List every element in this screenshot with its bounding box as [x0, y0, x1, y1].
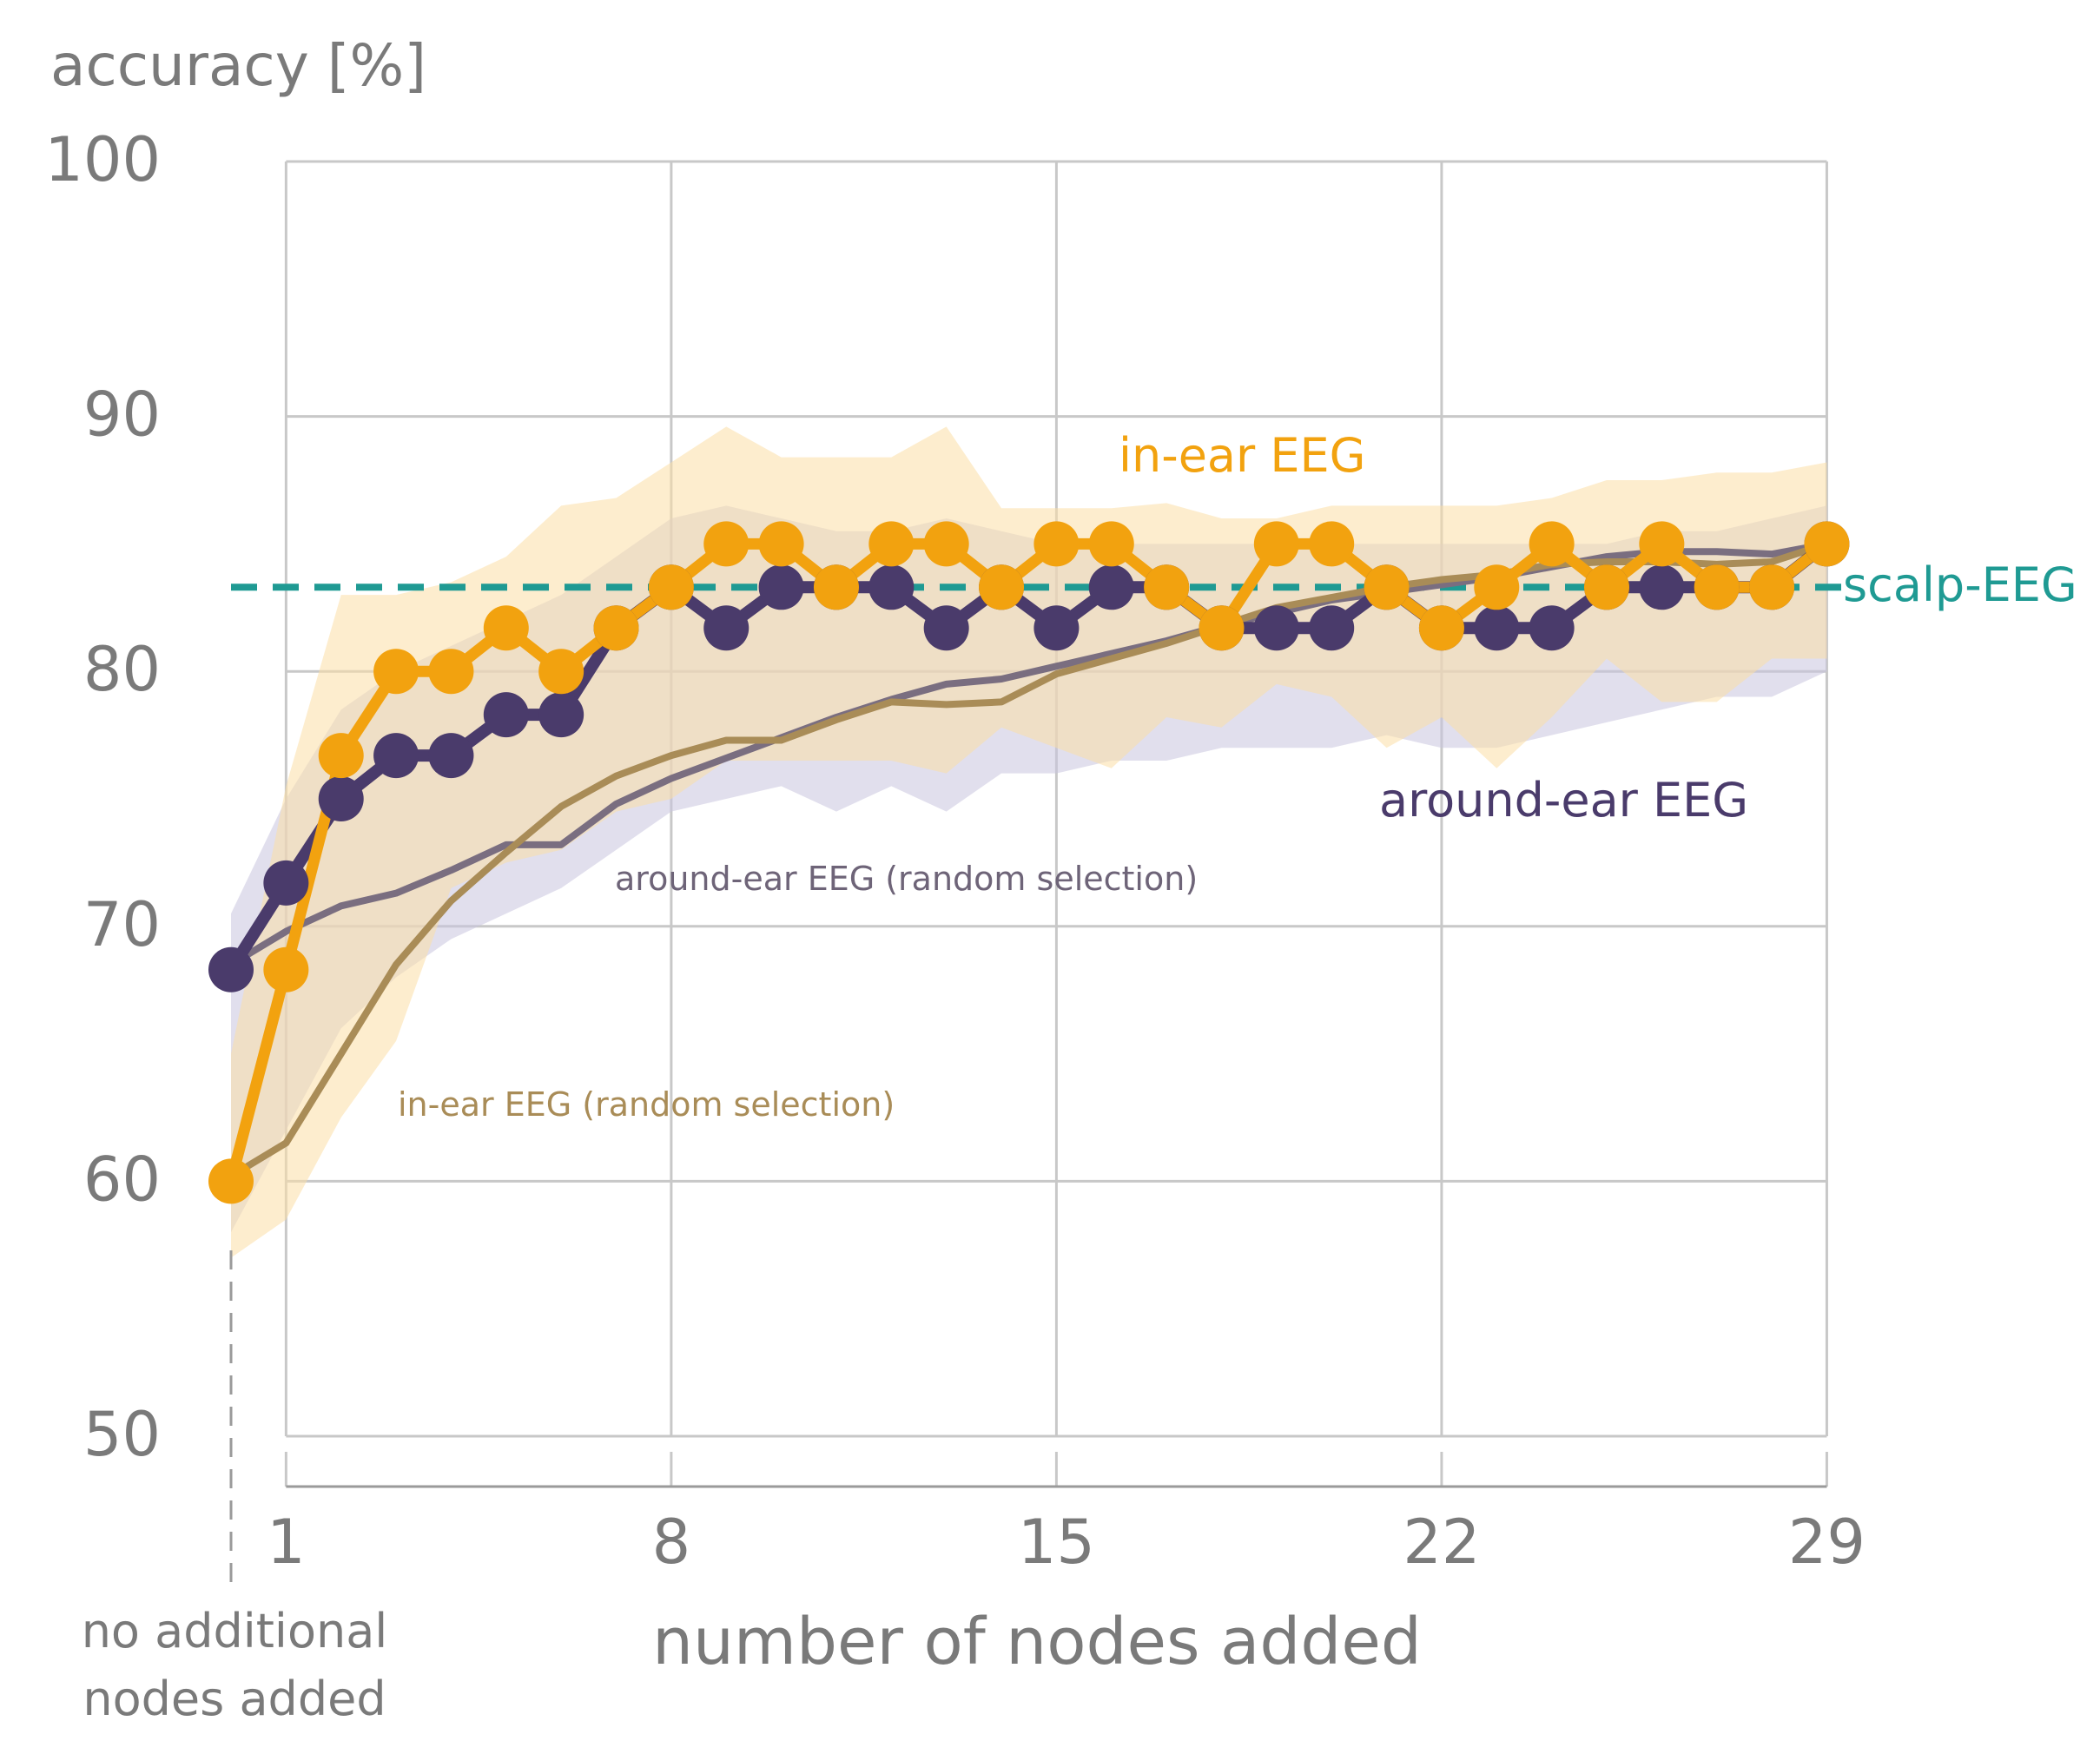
point-in-ear	[703, 521, 750, 567]
point-in-ear	[1529, 521, 1575, 567]
series-markers	[208, 521, 1850, 1204]
x-tick-label: 22	[1403, 1507, 1480, 1578]
x-baseline-label-line2: nodes added	[83, 1672, 386, 1726]
point-in-ear	[538, 649, 584, 695]
point-around-ear	[923, 605, 969, 651]
point-in-ear	[593, 605, 639, 651]
point-in-ear	[1309, 521, 1355, 567]
y-tick-label: 90	[83, 379, 161, 451]
point-around-ear	[1309, 605, 1355, 651]
point-around-ear	[263, 860, 309, 906]
point-around-ear	[373, 733, 419, 779]
point-around-ear	[1033, 605, 1080, 651]
point-in-ear	[1144, 564, 1190, 610]
point-in-ear	[758, 521, 804, 567]
point-in-ear	[208, 1158, 254, 1204]
point-in-ear	[1364, 564, 1410, 610]
point-around-ear	[758, 564, 804, 610]
point-in-ear	[1474, 564, 1520, 610]
y-axis-title: accuracy [%]	[50, 32, 426, 99]
x-tick-label: 8	[652, 1507, 691, 1578]
label-scalp: scalp-EEG	[1843, 557, 2077, 612]
point-in-ear	[428, 649, 474, 695]
point-around-ear	[1474, 605, 1520, 651]
point-in-ear	[1033, 521, 1080, 567]
point-around-ear	[428, 733, 474, 779]
label-in-ear-random: in-ear EEG (random selection)	[398, 1085, 895, 1124]
x-tick-label: 29	[1788, 1507, 1866, 1578]
y-tick-label: 100	[44, 124, 161, 195]
point-in-ear	[1584, 564, 1629, 610]
point-around-ear	[318, 776, 364, 821]
point-in-ear	[648, 564, 694, 610]
point-around-ear	[538, 692, 584, 738]
point-around-ear	[1253, 605, 1299, 651]
point-in-ear	[868, 521, 915, 567]
x-tick-label: 15	[1018, 1507, 1095, 1578]
x-axis-title: number of nodes added	[652, 1605, 1422, 1679]
x-baseline-label-line1: no additional	[82, 1604, 388, 1658]
label-around-ear-random: around-ear EEG (random selection)	[615, 860, 1198, 898]
point-in-ear	[318, 733, 364, 779]
label-around-ear: around-ear EEG	[1379, 773, 1748, 828]
point-in-ear	[813, 564, 859, 610]
confidence-bands	[231, 426, 1827, 1258]
in-ear-band	[231, 426, 1827, 1258]
point-in-ear	[1694, 564, 1740, 610]
y-tick-label: 70	[83, 889, 161, 960]
label-in-ear: in-ear EEG	[1119, 428, 1365, 483]
point-around-ear	[208, 946, 254, 992]
point-around-ear	[868, 564, 915, 610]
x-tick-label: 1	[267, 1507, 306, 1578]
y-tick-label: 60	[83, 1144, 161, 1215]
y-tick-label: 80	[83, 634, 161, 705]
point-in-ear	[1418, 605, 1464, 651]
point-in-ear	[1199, 605, 1245, 651]
point-in-ear	[923, 521, 969, 567]
y-tick-label: 50	[83, 1399, 161, 1470]
point-around-ear	[1639, 564, 1685, 610]
point-in-ear	[1253, 521, 1299, 567]
axes: 50 60 70 80 90 100 1 8 15 22 29	[44, 124, 1866, 1593]
point-in-ear	[1639, 521, 1685, 567]
point-in-ear	[263, 946, 309, 992]
point-in-ear	[1804, 521, 1850, 567]
point-in-ear	[1749, 564, 1795, 610]
point-in-ear	[483, 605, 529, 651]
point-in-ear	[1088, 521, 1134, 567]
point-around-ear	[703, 605, 750, 651]
point-around-ear	[1088, 564, 1134, 610]
point-in-ear	[373, 649, 419, 695]
point-in-ear	[979, 564, 1025, 610]
point-around-ear	[1529, 605, 1575, 651]
point-around-ear	[483, 692, 529, 738]
